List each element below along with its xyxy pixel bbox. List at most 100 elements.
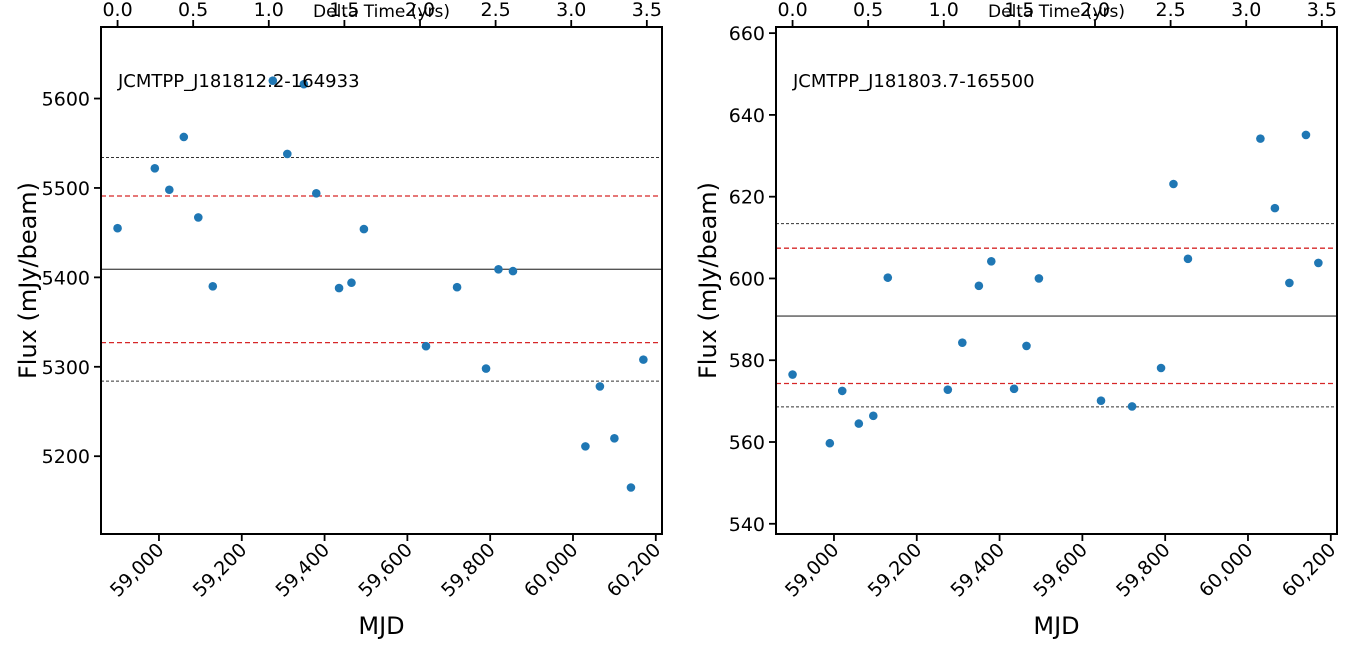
data-point-10 [334,283,344,293]
top-tick-label-7: 3.5 [632,0,662,21]
x-tick-label-5: 60,000 [1195,539,1258,602]
y-tick-label-6: 660 [729,23,765,45]
top-tick-label-4: 2.0 [405,0,435,21]
data-point-9 [986,256,996,266]
plot-frame [775,26,1338,535]
source-name-label: JCMTPP_J181803.7-165500 [792,71,1035,92]
data-point-15 [481,364,491,373]
top-tick-label-1: 0.5 [178,0,208,21]
top-axis-title: Delta Time (yrs) [988,2,1125,22]
data-point-12 [359,224,369,234]
data-point-1 [825,438,835,448]
top-tick-label-5: 2.5 [1156,0,1186,21]
y-tick-label-2: 5400 [42,267,90,289]
data-point-8 [974,281,984,291]
data-point-16 [1169,179,1178,189]
data-point-2 [837,386,847,396]
data-point-18 [1256,134,1265,143]
data-point-17 [508,266,518,276]
source-name-label: JCMTPP_J181812.2-164933 [117,71,360,92]
data-point-21 [626,483,636,492]
data-point-18 [581,442,590,451]
data-point-17 [1183,254,1193,264]
top-tick-label-0: 0.0 [102,0,132,21]
data-point-16 [494,265,503,274]
top-tick-label-2: 1.0 [254,0,284,21]
data-point-0 [113,223,122,233]
data-point-3 [179,132,189,142]
x-tick-label-2: 59,400 [272,539,335,602]
data-point-13 [421,341,431,351]
x-axis-title: MJD [1033,612,1079,640]
y-tick-label-1: 5300 [42,357,90,379]
data-point-20 [1285,278,1294,288]
x-tick-label-4: 59,800 [1112,539,1175,602]
data-point-0 [788,370,797,379]
top-tick-label-6: 3.0 [556,0,586,21]
top-tick-label-6: 3.0 [1231,0,1261,21]
y-axis-title: Flux (mJy/beam) [694,182,722,379]
top-tick-label-7: 3.5 [1307,0,1337,21]
data-point-4 [868,411,878,421]
data-point-3 [854,419,864,428]
top-tick-label-3: 1.5 [329,0,359,21]
y-tick-label-3: 5500 [42,178,90,200]
y-axis-title: Flux (mJy/beam) [14,182,42,379]
top-tick-label-1: 0.5 [853,0,883,21]
data-point-22 [1314,258,1323,268]
data-point-6 [943,385,953,394]
y-tick-label-2: 580 [729,350,765,372]
x-tick-label-3: 59,600 [354,539,417,602]
x-tick-label-0: 59,000 [106,539,169,602]
data-point-12 [1034,274,1044,283]
data-point-1 [150,163,160,173]
y-tick-label-4: 620 [729,187,765,209]
top-tick-label-2: 1.0 [929,0,959,21]
y-tick-label-5: 640 [729,105,765,127]
data-point-20 [610,434,619,443]
top-tick-label-4: 2.0 [1080,0,1110,21]
x-tick-label-0: 59,000 [781,539,844,602]
x-tick-label-4: 59,800 [437,539,500,602]
data-point-22 [639,355,648,364]
x-tick-label-3: 59,600 [1029,539,1092,602]
data-point-9 [311,189,321,198]
data-point-11 [1022,341,1031,351]
x-tick-label-6: 60,200 [603,539,666,602]
data-point-10 [1009,384,1019,394]
data-point-5 [208,282,218,291]
data-point-13 [1096,396,1106,406]
data-point-4 [193,213,203,222]
x-axis-title: MJD [358,612,404,640]
data-point-14 [452,282,462,292]
top-axis-title: Delta Time (yrs) [313,2,450,22]
plot-frame [100,26,663,535]
x-tick-label-1: 59,200 [189,539,252,602]
y-tick-label-1: 560 [729,432,765,454]
data-point-19 [595,382,605,391]
x-tick-label-5: 60,000 [520,539,583,602]
top-tick-label-3: 1.5 [1004,0,1034,21]
data-point-14 [1127,402,1137,411]
top-tick-label-5: 2.5 [481,0,511,21]
y-tick-label-0: 540 [729,514,765,536]
data-point-21 [1301,130,1311,140]
x-tick-label-1: 59,200 [864,539,927,602]
data-point-7 [283,149,292,159]
top-tick-label-0: 0.0 [777,0,807,21]
data-point-6 [268,76,278,85]
data-point-5 [883,273,893,282]
data-point-8 [299,79,309,89]
x-tick-label-2: 59,400 [947,539,1010,602]
data-point-11 [347,278,356,288]
y-tick-label-0: 5200 [42,446,90,468]
panel-right: 59,000 59,200 59,400 59,600 59,800 60,000 60,2… [694,0,1340,640]
panel-left: 59,000 59,200 59,400 59,600 59,800 60,000 60,2… [14,0,665,640]
data-point-19 [1270,203,1280,213]
data-point-15 [1156,363,1166,373]
y-tick-label-3: 600 [729,268,765,290]
data-point-7 [958,338,967,347]
x-tick-label-6: 60,200 [1278,539,1341,602]
